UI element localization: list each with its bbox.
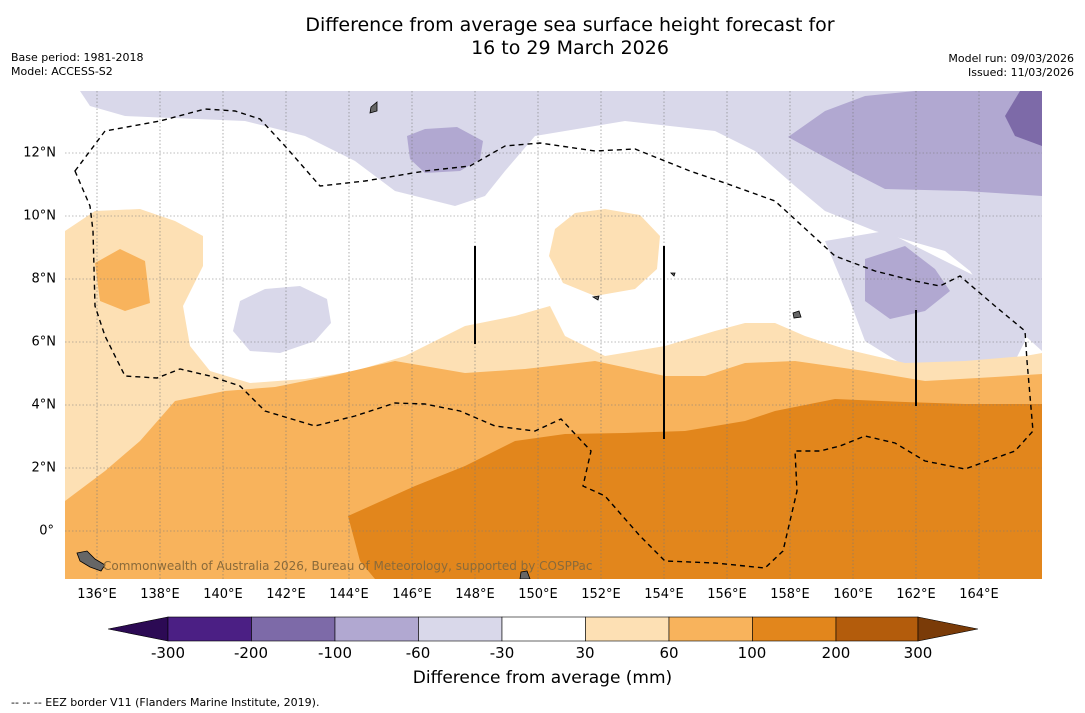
colorbar-title: Difference from average (mm): [412, 668, 673, 688]
lon-label-138e: 138°E: [140, 587, 180, 602]
island-east: [792, 310, 802, 319]
island-southwest: [76, 550, 106, 572]
eez-border-line: [74, 108, 1034, 569]
lon-label-156e: 156°E: [707, 587, 747, 602]
colorbar-tick-1: -300: [150, 644, 186, 662]
colorbar-tick-6: 30: [575, 644, 595, 662]
lat-label-12n: 12°N: [23, 145, 56, 161]
colorbar-tick-2: -200: [233, 644, 269, 662]
light-negative-blob-center: [233, 286, 331, 353]
zone-boundary-lines: [474, 246, 917, 439]
islands: [76, 101, 802, 579]
lat-label-4n: 4°N: [31, 397, 57, 413]
colorbar-band-8: [752, 616, 837, 642]
longitude-gridlines: [96, 91, 980, 579]
mid-positive-blob-west: [95, 249, 150, 311]
lat-label-10n: 10°N: [23, 208, 56, 224]
colorbar-tick-4: -60: [405, 644, 431, 662]
mid-negative-region-northeast: [788, 91, 1042, 196]
colorbar-tick-7: 60: [659, 644, 679, 662]
island-north: [369, 101, 378, 114]
mid-negative-blob-east: [865, 246, 950, 319]
lon-label-158e: 158°E: [770, 587, 810, 602]
lon-label-162e: 162°E: [896, 587, 936, 602]
colorbar-band-5: [501, 616, 586, 642]
lon-label-150e: 150°E: [518, 587, 558, 602]
lon-label-164e: 164°E: [959, 587, 999, 602]
colorbar-band-3: [334, 616, 419, 642]
eez-footnote: -- -- -- EEZ border V11 (Flanders Marine…: [11, 696, 320, 709]
lon-label-140e: 140°E: [203, 587, 243, 602]
title-line-2: 16 to 29 March 2026: [471, 37, 669, 59]
island-small-2: [670, 272, 676, 277]
strong-positive-region-equator: [348, 399, 1042, 579]
lon-label-152e: 152°E: [581, 587, 621, 602]
map-title: Difference from average sea surface heig…: [0, 14, 1085, 60]
model-run: Model run: 09/03/2026: [948, 52, 1074, 65]
lon-label-144e: 144°E: [329, 587, 369, 602]
lon-label-148e: 148°E: [455, 587, 495, 602]
colorbar-tick-3: -100: [317, 644, 353, 662]
lon-label-136e: 136°E: [77, 587, 117, 602]
lon-label-142e: 142°E: [266, 587, 306, 602]
colorbar-tick-10: 300: [903, 644, 933, 662]
meta-right: Model run: 09/03/2026 Issued: 11/03/2026: [948, 52, 1074, 80]
colorbar-band-2: [251, 616, 336, 642]
colorbar-tick-8: 100: [737, 644, 767, 662]
lat-label-8n: 8°N: [31, 271, 57, 287]
title-line-1: Difference from average sea surface heig…: [305, 14, 835, 36]
lon-label-160e: 160°E: [833, 587, 873, 602]
base-period: Base period: 1981-2018: [11, 51, 144, 64]
colorbar-extend-high: [917, 616, 978, 642]
lat-label-0: 0°: [39, 523, 54, 539]
light-negative-region-north: [80, 91, 1042, 351]
colorbar-band-9: [835, 616, 919, 642]
colorbar-tick-5: -30: [489, 644, 515, 662]
mid-negative-blob-north: [407, 127, 483, 173]
colorbar-band-7: [668, 616, 753, 642]
map-credit: Commonwealth of Australia 2026, Bureau o…: [103, 559, 593, 573]
model-name: Model: ACCESS-S2: [11, 65, 113, 78]
colorbar-tick-9: 200: [821, 644, 851, 662]
island-small-1: [591, 295, 600, 301]
colorbar-band-1: [167, 616, 252, 642]
colorbar-extend-low: [108, 616, 169, 642]
lat-label-6n: 6°N: [31, 334, 57, 350]
light-positive-blob-north: [549, 209, 660, 296]
island-south: [519, 570, 531, 579]
colorbar-band-4: [418, 616, 503, 642]
meta-left: Base period: 1981-2018 Model: ACCESS-S2: [11, 51, 143, 79]
strong-negative-corner: [1005, 91, 1042, 146]
colorbar: [108, 616, 978, 642]
map-area: [65, 91, 1042, 579]
lon-label-146e: 146°E: [392, 587, 432, 602]
lon-label-154e: 154°E: [644, 587, 684, 602]
issued-date: Issued: 11/03/2026: [967, 66, 1074, 79]
lat-label-2n: 2°N: [31, 460, 57, 476]
colorbar-band-6: [585, 616, 670, 642]
